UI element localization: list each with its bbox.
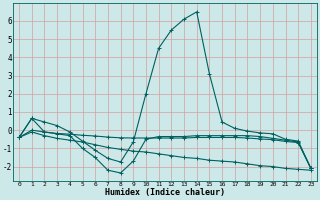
X-axis label: Humidex (Indice chaleur): Humidex (Indice chaleur)	[105, 188, 225, 197]
